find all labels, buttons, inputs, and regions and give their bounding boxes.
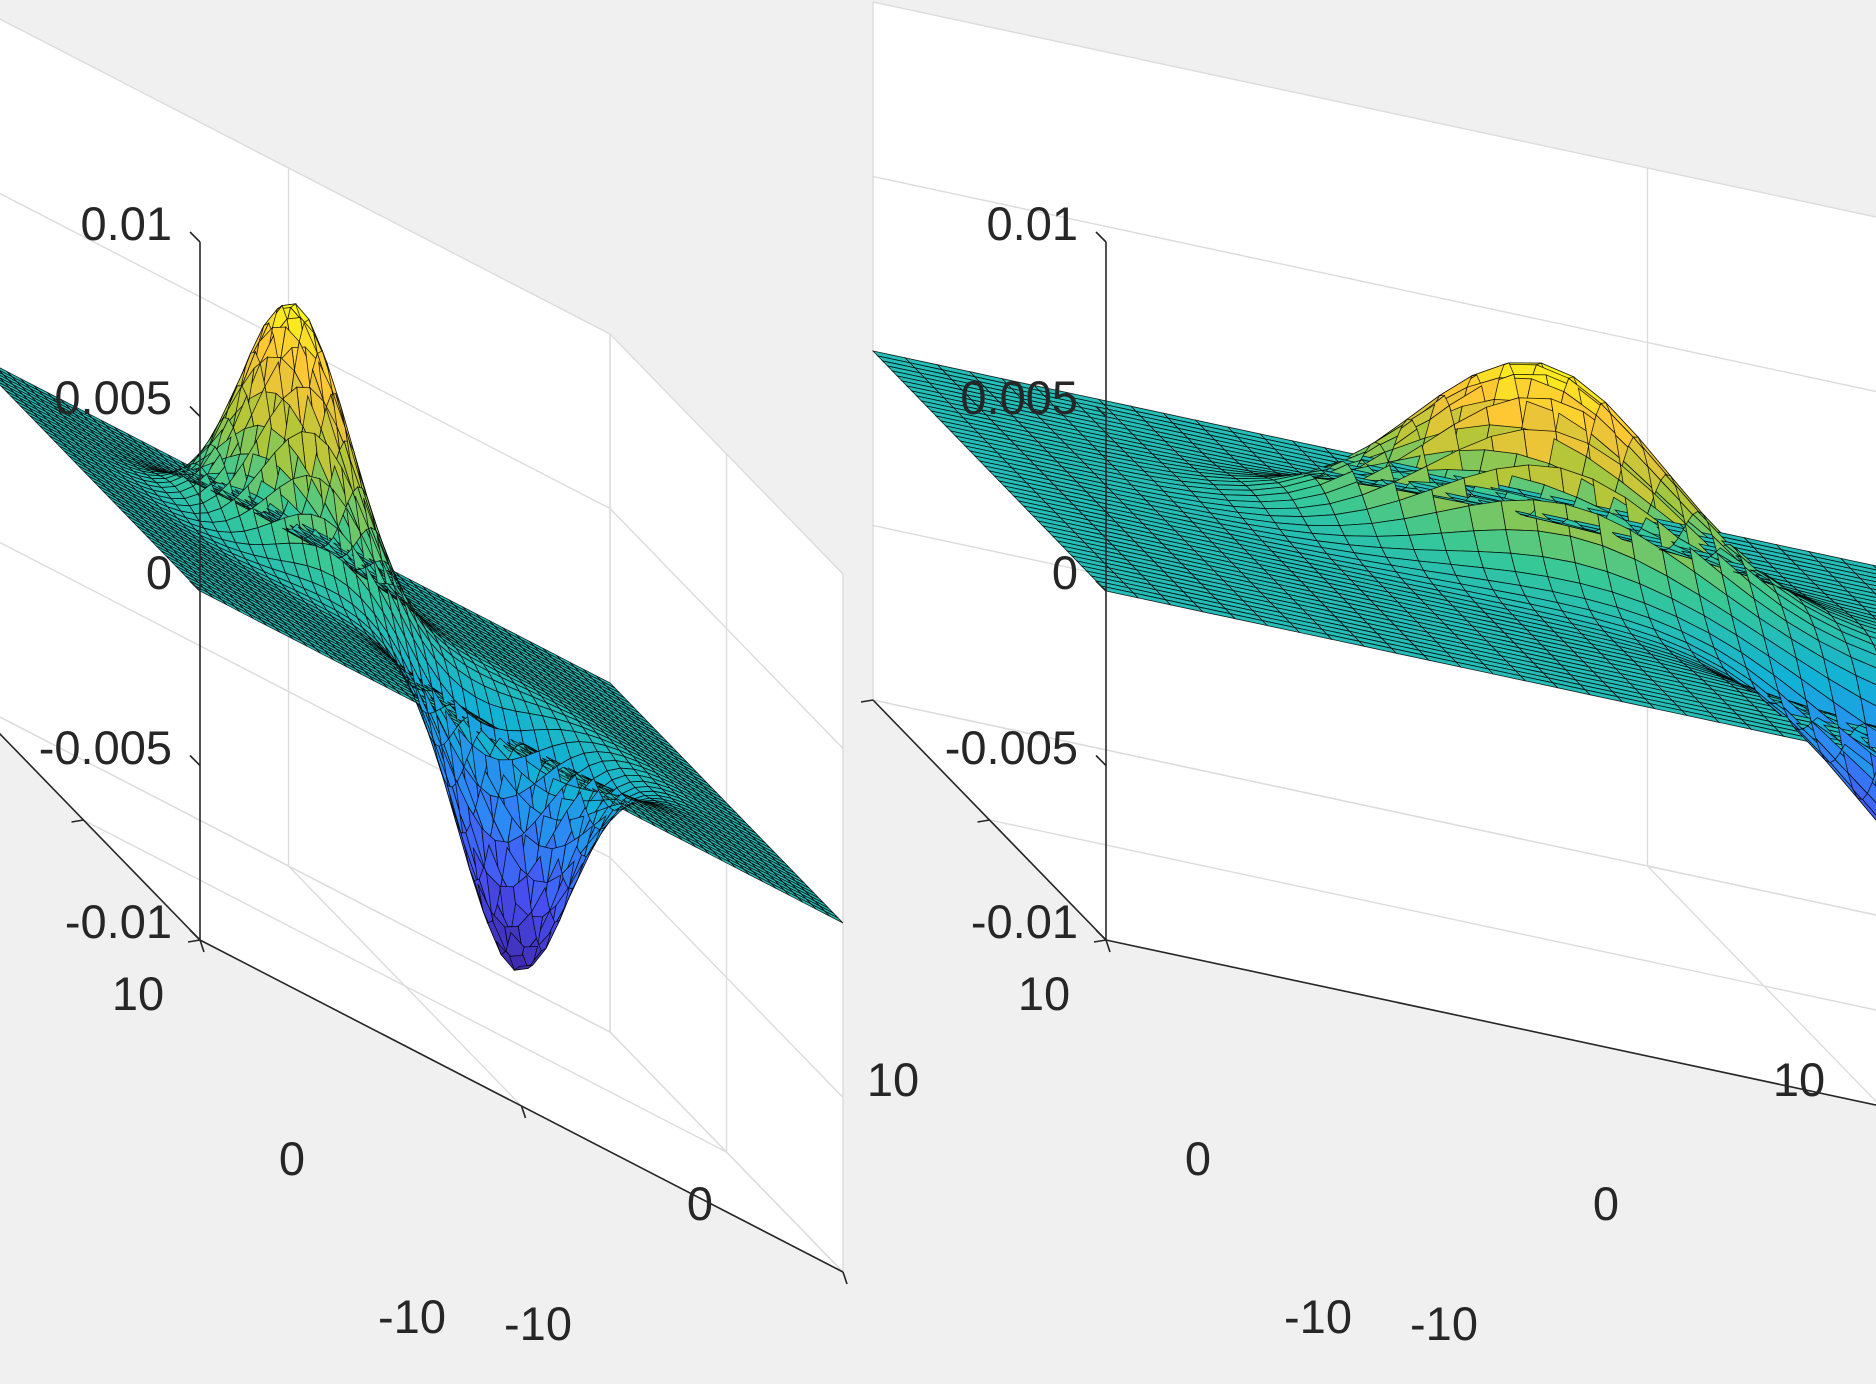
right-y-tick-neg10: -10: [1284, 1290, 1352, 1343]
left-z-tick-0.01: 0.01: [81, 197, 172, 250]
right-z-tick-0.01: 0.01: [987, 197, 1078, 250]
left-y-tick-neg10: -10: [378, 1290, 446, 1343]
right-z-tick-neg0.005: -0.005: [945, 721, 1078, 774]
left-x-tick-neg10: -10: [504, 1297, 572, 1350]
surface-patch: [1303, 515, 1340, 526]
surface-patch: [1409, 533, 1446, 550]
left-z-tick-neg0.005: -0.005: [39, 721, 172, 774]
left-x-tick-10: 10: [867, 1053, 919, 1106]
right-x-tick-0: 0: [1593, 1177, 1619, 1230]
surface-patch: [1506, 530, 1543, 557]
right-z-tick-0: 0: [1052, 546, 1078, 599]
surface-patch: [1340, 523, 1377, 536]
left-x-tick-0: 0: [687, 1177, 713, 1230]
right-x-tick-10: 10: [1773, 1053, 1825, 1106]
surface-patch: [1261, 500, 1298, 509]
right-z-tick-neg0.01: -0.01: [971, 895, 1078, 948]
left-y-tick-10: 10: [112, 967, 164, 1020]
right-y-tick-10: 10: [1018, 967, 1070, 1020]
right-x-tick-neg10: -10: [1410, 1297, 1478, 1350]
left-z-tick-0: 0: [146, 546, 172, 599]
left-z-tick-neg0.01: -0.01: [65, 895, 172, 948]
surface-patch: [1474, 530, 1511, 554]
surface-patch: [1441, 531, 1478, 552]
surface-patch: [1469, 501, 1506, 531]
left-y-tick-0: 0: [279, 1132, 305, 1185]
left-z-tick-0.005: 0.005: [54, 371, 172, 424]
right-y-tick-0: 0: [1185, 1132, 1211, 1185]
right-z-tick-0.005: 0.005: [960, 371, 1078, 424]
